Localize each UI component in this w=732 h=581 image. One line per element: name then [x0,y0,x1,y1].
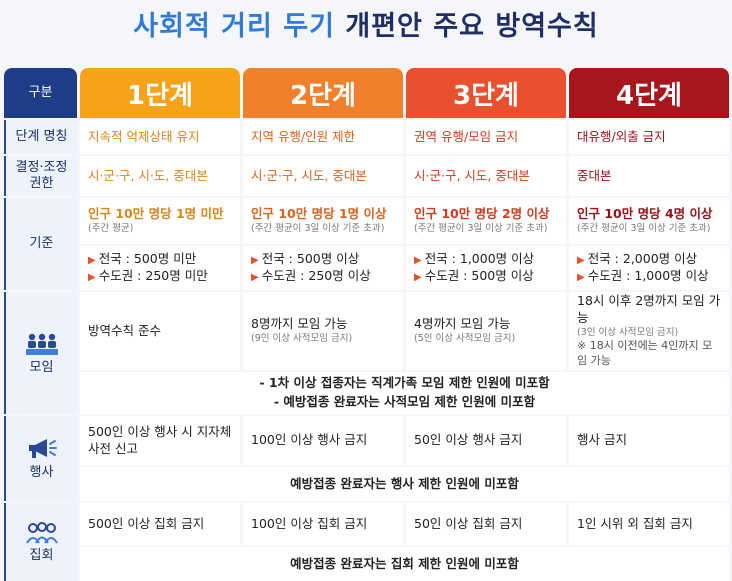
decision-label-line2: 권한 [29,176,54,191]
stage4-nation: 전국 : 2,000명 이상 [587,251,698,267]
crowd-icon [25,521,58,544]
triangle-bullet-icon: ▶ [251,272,259,283]
stage1-counts: ▶ 전국 : 500명 미만 ▶ 수도권 : 250명 미만 [80,246,240,290]
stage1-name: 지속적 억제상태 유지 [80,120,240,154]
people-group-icon [25,333,58,355]
triangle-bullet-icon: ▶ [88,255,96,267]
stage2-criteria: 인구 10만 명당 1명 이상 (주간 평균이 3일 이상 기준 초과) [243,198,403,244]
stage3-gathering-sub: (5인 이상 사적모임 금지) [414,333,516,345]
stage3-criteria-sub: (주간 평균이 3일 이상 기준 초과) [414,223,548,235]
stage2-gathering-text: 8명까지 모임 가능 [251,316,348,332]
stage2-authority: 시·군·구, 시도, 중대본 [243,156,403,196]
stage2-nation: 전국 : 500명 이상 [261,251,360,267]
stage3-authority: 시·군·구, 시도, 중대본 [406,156,566,196]
stage1-nation: 전국 : 500명 미만 [98,251,197,267]
triangle-bullet-icon: ▶ [88,272,96,283]
stage2-criteria-sub: (주간 평균이 3일 이상 기준 초과) [251,223,385,235]
stage3-assembly: 50인 이상 집회 금지 [406,503,566,545]
stage4-gathering: 18시 이후 2명까지 모임 가능 (3인 이상 사적모임 금지) ※ 18시 … [569,292,729,370]
stage3-gathering-text: 4명까지 모임 가능 [414,316,511,332]
page-title: 사회적 거리 두기 개편안 주요 방역수칙 [0,4,732,43]
stage4-gathering-note: ※ 18시 이전에는 4인까지 모임 가능 [577,339,713,368]
triangle-bullet-icon: ▶ [414,255,422,267]
triangle-bullet-icon: ▶ [414,272,422,283]
stage3-event: 50인 이상 행사 금지 [406,416,566,465]
megaphone-icon [28,439,57,459]
category-label: 구분 [4,68,77,118]
stage1-criteria: 인구 10만 명당 1명 미만 (주간 평균) [80,198,240,244]
stage4-counts: ▶ 전국 : 2,000명 이상 ▶ 수도권 : 1,000명 이상 [569,246,729,290]
event-label-cell: 행사 [4,416,77,501]
stage4-capital: 수도권 : 1,000명 이상 [587,268,709,283]
stage4-event: 행사 금지 [569,416,729,465]
triangle-bullet-icon: ▶ [577,255,585,267]
decision-label: 결정·조정 권한 [4,156,77,196]
stage4-gathering-text: 18시 이후 2명까지 모임 가능 [577,292,721,325]
stage4-assembly: 1인 시위 외 집회 금지 [569,503,729,545]
stage3-counts: ▶ 전국 : 1,000명 이상 ▶ 수도권 : 500명 이상 [406,246,566,290]
stage1-gathering-text: 방역수칙 준수 [88,322,161,338]
triangle-bullet-icon: ▶ [251,255,259,267]
gathering-label-cell: 모임 [4,292,77,414]
stage4-header: 4단계 [569,68,729,118]
criteria-label: 기준 [4,198,77,290]
stage4-name: 대유행/외출 금지 [569,120,729,154]
gathering-note-2: - 예방접종 완료자는 사적모임 제한 인원에 미포함 [273,394,536,409]
assembly-label-cell: 집회 [4,503,77,581]
stage2-gathering: 8명까지 모임 가능 (9인 이상 사적모임 금지) [243,292,403,370]
stage3-criteria: 인구 10만 명당 2명 이상 (주간 평균이 3일 이상 기준 초과) [406,198,566,244]
stage3-name: 권역 유행/모임 금지 [406,120,566,154]
event-label: 행사 [29,465,54,481]
title-part1: 사회적 거리 두기 [133,11,335,42]
stage2-header: 2단계 [243,68,403,118]
stage2-capital: 수도권 : 250명 이상 [261,268,371,283]
stage1-event: 500인 이상 행사 시 지자체 사전 신고 [80,416,240,465]
stage4-criteria: 인구 10만 명당 4명 이상 (주간 평균이 3일 이상 기준 초과) [569,198,729,244]
assembly-label: 집회 [29,547,54,563]
stage1-authority: 시·군·구, 시·도, 중대본 [80,156,240,196]
event-note: 예방접종 완료자는 행사 제한 인원에 미포함 [80,467,729,501]
gathering-notes: - 1차 이상 접종자는 직계가족 모임 제한 인원에 미포함 - 예방접종 완… [80,372,729,414]
triangle-bullet-icon: ▶ [577,272,585,283]
decision-label-line1: 결정·조정 [15,160,68,176]
assembly-note: 예방접종 완료자는 집회 제한 인원에 미포함 [80,547,729,581]
stage3-nation: 전국 : 1,000명 이상 [424,251,535,267]
stage4-criteria-main: 인구 10만 명당 4명 이상 [577,206,713,222]
gathering-label: 모임 [29,359,54,375]
stage1-capital: 수도권 : 250명 미만 [98,268,208,283]
rules-table: 구분 1단계 2단계 3단계 4단계 단계 명칭 지속적 억제상태 유지 지역 … [4,68,729,581]
stage-name-label: 단계 명칭 [4,120,77,154]
stage3-criteria-main: 인구 10만 명당 2명 이상 [414,206,550,222]
stage4-criteria-sub: (주간 평균이 3일 이상 기준 초과) [577,223,711,235]
stage1-criteria-main: 인구 10만 명당 1명 미만 [88,206,224,222]
stage2-name: 지역 유행/인원 제한 [243,120,403,154]
stage2-counts: ▶ 전국 : 500명 이상 ▶ 수도권 : 250명 이상 [243,246,403,290]
title-part2: 개편안 주요 방역수칙 [345,11,599,42]
stage3-gathering: 4명까지 모임 가능 (5인 이상 사적모임 금지) [406,292,566,370]
stage2-event: 100인 이상 행사 금지 [243,416,403,465]
stage4-authority: 중대본 [569,156,729,196]
stage2-assembly: 100인 이상 집회 금지 [243,503,403,545]
stage1-assembly: 500인 이상 집회 금지 [80,503,240,545]
stage3-header: 3단계 [406,68,566,118]
gathering-note-1: - 1차 이상 접종자는 직계가족 모임 제한 인원에 미포함 [259,375,550,391]
stage1-criteria-sub: (주간 평균) [88,223,134,235]
stage2-criteria-main: 인구 10만 명당 1명 이상 [251,206,387,222]
stage4-gathering-sub: (3인 이상 사적모임 금지) [577,326,679,338]
stage2-gathering-sub: (9인 이상 사적모임 금지) [251,333,353,345]
stage3-capital: 수도권 : 500명 이상 [424,268,534,283]
stage1-header: 1단계 [80,68,240,118]
stage1-gathering: 방역수칙 준수 [80,292,240,370]
